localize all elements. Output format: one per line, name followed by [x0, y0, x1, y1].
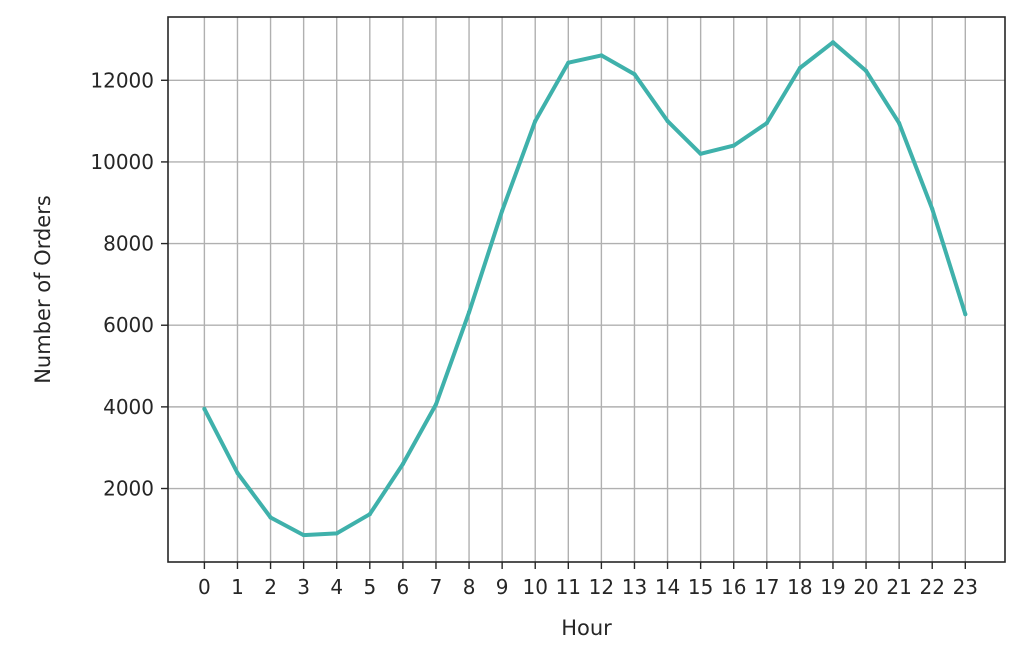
series-line: [202, 40, 968, 538]
data-point: [731, 143, 736, 148]
x-tick-label: 20: [853, 575, 878, 599]
x-axis-label: Hour: [561, 616, 612, 640]
y-axis-label: Number of Orders: [31, 195, 55, 384]
y-tick-label: 12000: [90, 68, 154, 92]
data-point: [367, 512, 372, 517]
x-tick-label: 13: [622, 575, 647, 599]
data-point: [764, 121, 769, 126]
data-point: [930, 206, 935, 211]
data-point: [665, 119, 670, 124]
y-tick-label: 8000: [103, 232, 154, 256]
data-point: [467, 310, 472, 315]
data-point: [202, 406, 207, 411]
x-tick-label: 8: [463, 575, 476, 599]
data-point: [864, 68, 869, 73]
x-tick-label: 3: [297, 575, 310, 599]
data-point: [533, 119, 538, 124]
x-tick-label: 14: [655, 575, 680, 599]
x-tick-label: 7: [430, 575, 443, 599]
series-layer: [202, 40, 968, 538]
x-tick-label: 11: [556, 575, 581, 599]
y-tick-label: 4000: [103, 395, 154, 419]
data-point: [433, 402, 438, 407]
x-tick-label: 10: [522, 575, 547, 599]
data-point: [268, 515, 273, 520]
x-tick-label: 16: [721, 575, 746, 599]
data-point: [897, 121, 902, 126]
x-tick-label: 2: [264, 575, 277, 599]
data-point: [830, 40, 835, 45]
grid: [168, 17, 1005, 562]
data-point: [400, 462, 405, 467]
data-point: [301, 533, 306, 538]
data-point: [797, 66, 802, 71]
x-tick-label: 23: [953, 575, 978, 599]
x-tick-label: 22: [919, 575, 944, 599]
x-tick-label: 6: [397, 575, 410, 599]
data-point: [698, 151, 703, 156]
y-tick-label: 6000: [103, 313, 154, 337]
x-tick-label: 0: [198, 575, 211, 599]
plot-frame: [167, 16, 1006, 563]
data-point: [566, 60, 571, 65]
x-tick-label: 17: [754, 575, 779, 599]
data-point: [599, 53, 604, 58]
x-tick-label: 4: [330, 575, 343, 599]
data-point: [500, 208, 505, 213]
x-tick-label: 18: [787, 575, 812, 599]
x-tick-label: 9: [496, 575, 509, 599]
ticks: 0 1 2 3 4 5 6 7 8 9 10 11 12 13 14 15 16 17 18 19 20 21 22 2320…: [90, 68, 978, 599]
y-tick-label: 10000: [90, 150, 154, 174]
x-tick-label: 5: [363, 575, 376, 599]
data-point: [235, 471, 240, 476]
y-tick-label: 2000: [103, 477, 154, 501]
data-point: [963, 312, 968, 317]
data-point: [334, 531, 339, 536]
x-tick-label: 1: [231, 575, 244, 599]
data-point: [632, 72, 637, 77]
x-tick-label: 15: [688, 575, 713, 599]
x-tick-label: 21: [886, 575, 911, 599]
x-tick-label: 12: [589, 575, 614, 599]
x-tick-label: 19: [820, 575, 845, 599]
